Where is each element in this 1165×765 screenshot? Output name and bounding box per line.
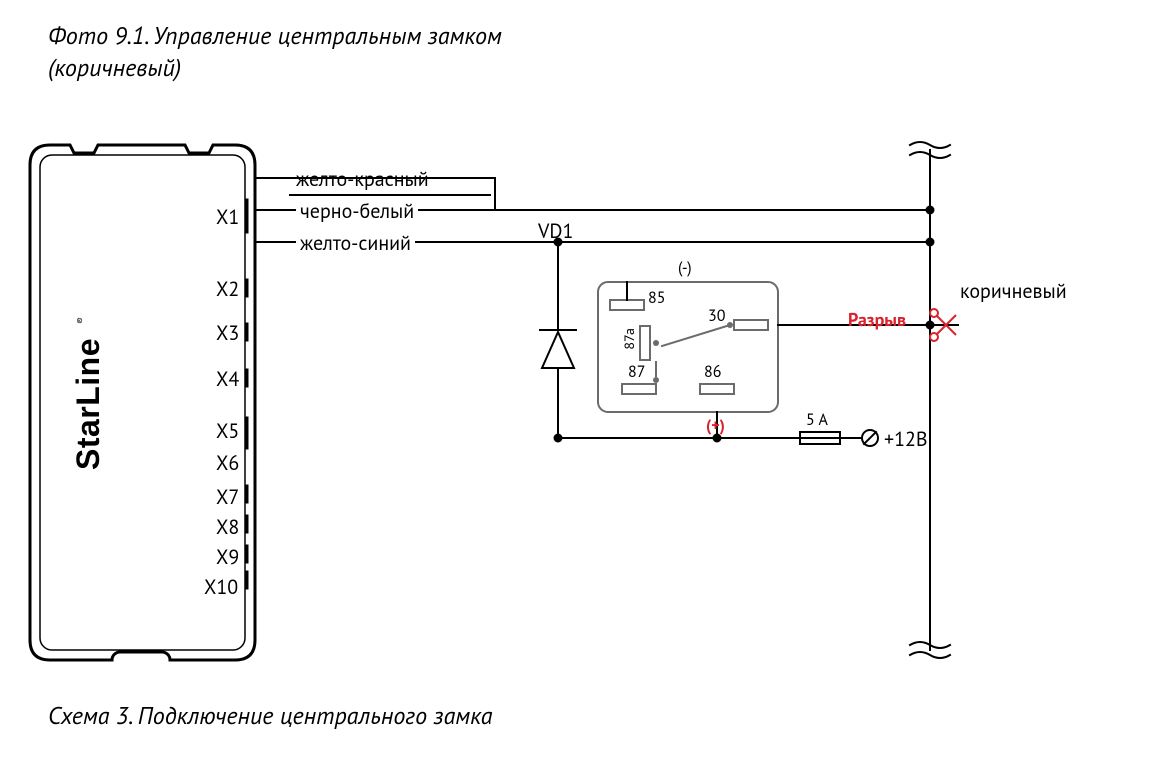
relay-30: 30 xyxy=(708,306,725,326)
relay-86: 86 xyxy=(704,362,721,382)
diode-label: VD1 xyxy=(538,218,573,244)
relay-pos: (+) xyxy=(706,416,725,436)
connector-x1: X1 xyxy=(216,204,239,230)
wire-label-3: желто-синий xyxy=(296,230,415,256)
wire-label-2: черно-белый xyxy=(296,198,418,224)
relay-87a: 87a xyxy=(620,328,638,350)
wiring-svg xyxy=(0,0,1165,765)
connector-x5: X5 xyxy=(216,418,239,444)
connector-x9: X9 xyxy=(216,544,239,570)
brand-label: StarLine xyxy=(70,338,107,470)
wire-label-1: желто-красный xyxy=(296,166,429,192)
break-label: Разрыв xyxy=(848,308,906,331)
relay-85: 85 xyxy=(648,288,665,308)
connector-x4: X4 xyxy=(216,366,239,392)
fuse-label: 5 A xyxy=(806,410,828,430)
diagram-canvas: Фото 9.1. Управление центральным замком … xyxy=(0,0,1165,765)
connector-x2: X2 xyxy=(216,276,239,302)
connector-x8: X8 xyxy=(216,514,239,540)
voltage-label: +12В xyxy=(884,426,928,452)
connector-x6: X6 xyxy=(216,450,239,476)
right-wire-label: коричневый xyxy=(960,278,1067,304)
figure-caption: Схема 3. Подключение центрального замка xyxy=(48,700,492,731)
connector-x7: X7 xyxy=(216,484,239,510)
registered-mark: ® xyxy=(74,317,87,324)
connector-x10: X10 xyxy=(204,574,238,600)
relay-neg: (-) xyxy=(678,258,692,278)
connector-x3: X3 xyxy=(216,320,239,346)
relay-87: 87 xyxy=(628,362,645,382)
